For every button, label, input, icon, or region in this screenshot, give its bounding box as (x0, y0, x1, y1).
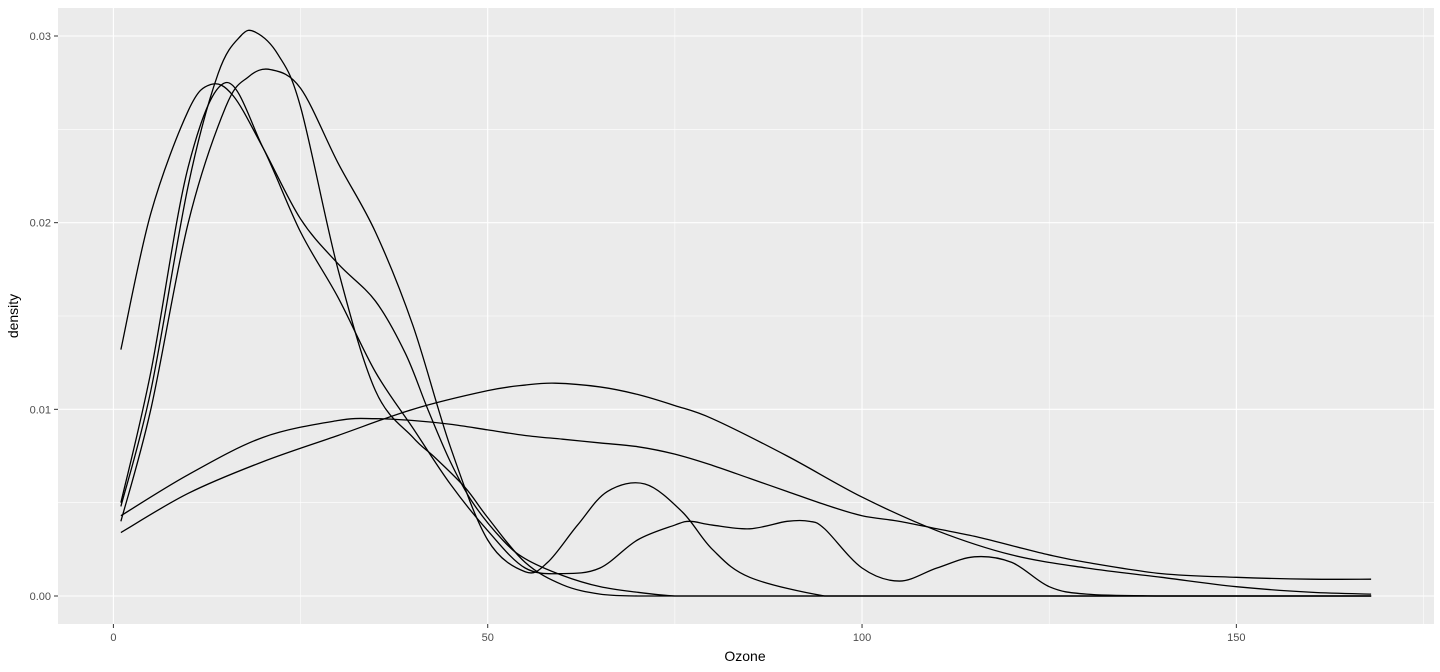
y-axis: 0.00 0.01 0.02 0.03 (30, 31, 58, 603)
y-tick-label: 0.01 (30, 404, 51, 416)
y-axis-title: density (5, 294, 21, 338)
y-tick-label: 0.02 (30, 218, 51, 230)
x-tick-label: 50 (482, 632, 494, 644)
grid-lines (58, 8, 1434, 624)
y-tick-label: 0.00 (30, 591, 51, 603)
x-axis-title: Ozone (724, 648, 765, 664)
series-lines (120, 29, 1372, 597)
x-tick-label: 100 (853, 632, 871, 644)
x-tick-label: 150 (1227, 632, 1245, 644)
x-tick-label: 0 (110, 632, 116, 644)
x-axis: 0 50 100 150 (110, 624, 1246, 644)
y-tick-label: 0.03 (30, 31, 51, 43)
density-curve-6 (120, 82, 1372, 597)
density-curve-4 (120, 417, 1372, 580)
density-curve-3 (120, 68, 1372, 597)
density-curve-5 (120, 382, 1372, 595)
